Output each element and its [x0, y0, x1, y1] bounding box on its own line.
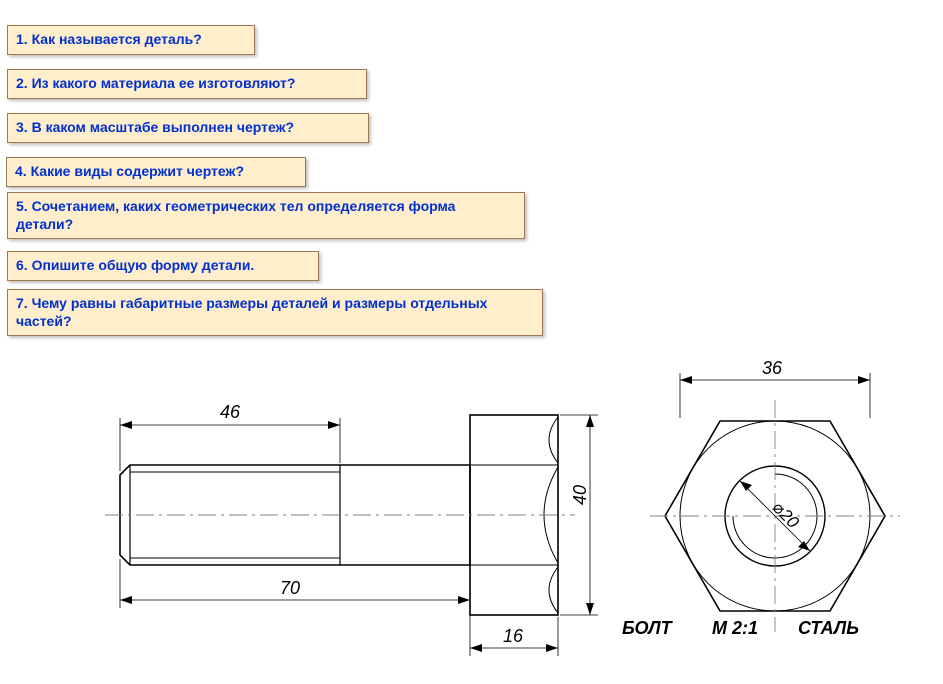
dim-label-16: 16 [503, 626, 523, 647]
bolt-drawing [0, 0, 943, 684]
dim-label-36: 36 [762, 358, 782, 379]
dim-label-70: 70 [280, 578, 300, 599]
dim-label-40: 40 [570, 485, 591, 505]
dim-46 [120, 418, 340, 471]
title-part: БОЛТ [622, 618, 672, 639]
title-scale: М 2:1 [712, 618, 758, 639]
dim-40 [560, 415, 598, 615]
dim-label-46: 46 [220, 402, 240, 423]
title-material: СТАЛЬ [798, 618, 859, 639]
